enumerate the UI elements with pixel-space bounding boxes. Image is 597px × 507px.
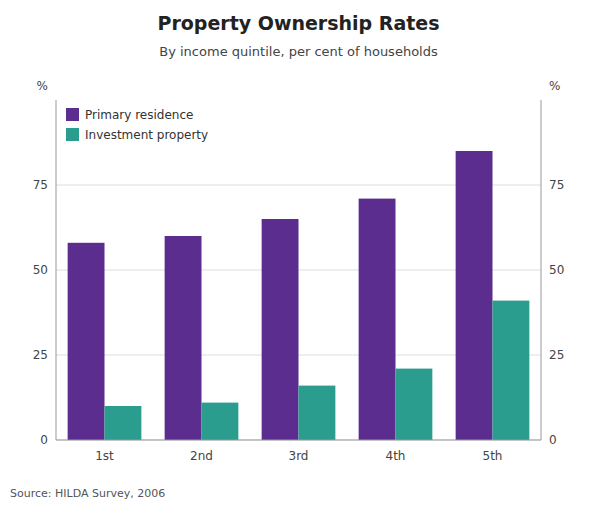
chart: Property Ownership Rates By income quinti… — [0, 0, 597, 507]
y-axis-label: % — [37, 79, 48, 93]
subtitle: By income quintile, per cent of househol… — [159, 44, 438, 59]
bar — [68, 243, 105, 440]
legend-swatch — [66, 128, 79, 141]
x-tick-label: 5th — [483, 449, 503, 463]
source-note: Source: HILDA Survey, 2006 — [10, 487, 165, 500]
bars — [68, 151, 530, 440]
legend-label: Primary residence — [85, 108, 193, 122]
x-tick-label: 1st — [95, 449, 114, 463]
y-tick-label: 50 — [33, 263, 48, 277]
bar — [396, 369, 433, 440]
x-tick-label: 2nd — [190, 449, 213, 463]
bar — [165, 236, 202, 440]
y2-axis-label: % — [549, 79, 560, 93]
y2-tick-label: 50 — [549, 263, 564, 277]
y-tick-label: 25 — [33, 348, 48, 362]
x-axis-line — [56, 440, 541, 441]
bar — [456, 151, 493, 440]
y-axis-line — [56, 100, 57, 440]
bar — [299, 386, 336, 440]
y2-tick-label: 0 — [549, 433, 557, 447]
y2-axis-line — [541, 100, 542, 440]
title: Property Ownership Rates — [157, 12, 439, 34]
grid-line — [56, 440, 541, 441]
bar — [359, 199, 396, 440]
bar — [202, 403, 239, 440]
y-tick-label: 75 — [33, 178, 48, 192]
y-tick-label: 0 — [40, 433, 48, 447]
bar — [493, 301, 530, 440]
bar — [262, 219, 299, 440]
y2-tick-label: 25 — [549, 348, 564, 362]
x-tick-label: 3rd — [289, 449, 309, 463]
legend: Primary residence Investment property — [66, 108, 208, 142]
legend-swatch — [66, 108, 79, 121]
x-tick-label: 4th — [386, 449, 406, 463]
y2-tick-label: 75 — [549, 178, 564, 192]
bar — [105, 406, 142, 440]
legend-label: Investment property — [85, 128, 208, 142]
